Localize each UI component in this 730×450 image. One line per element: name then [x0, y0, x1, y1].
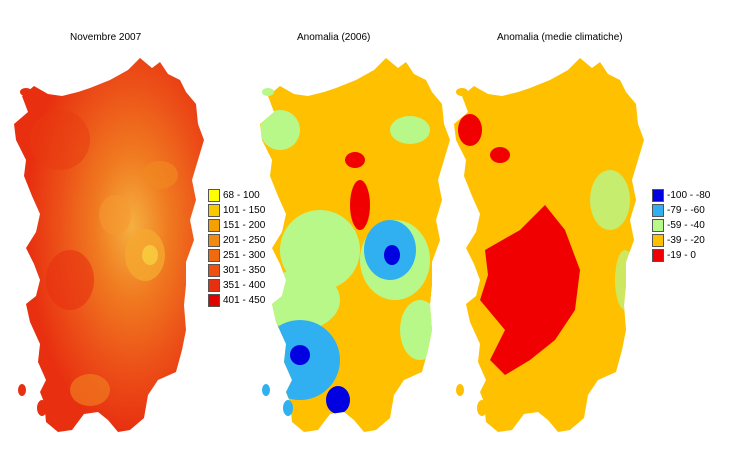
- legend-swatch: [208, 189, 220, 202]
- legend-swatch: [208, 204, 220, 217]
- legend-anomaly-climate-entry: -100 - -80: [652, 188, 710, 203]
- legend-label: 151 - 200: [223, 220, 266, 231]
- panel-title-anomaly-2006: Anomalia (2006): [297, 32, 371, 43]
- legend-label: 301 - 350: [223, 265, 266, 276]
- legend-swatch: [208, 279, 220, 292]
- legend-label: 201 - 250: [223, 235, 266, 246]
- map-anomaly-2006: [260, 58, 450, 432]
- legend-swatch: [208, 294, 220, 307]
- legend-label: -19 - 0: [667, 250, 696, 261]
- legend-label: 68 - 100: [223, 190, 260, 201]
- legend-label: -100 - -80: [667, 190, 711, 201]
- legend-label: -79 - -60: [667, 205, 705, 216]
- legend-november-2007-entry: 251 - 300: [208, 248, 265, 263]
- legend-swatch: [208, 264, 220, 277]
- legend-november-2007-entry: 68 - 100: [208, 188, 265, 203]
- legend-anomaly-climate: -100 - -80 -79 - -60 -59 - -40 -39 - -20 -19…: [652, 188, 710, 263]
- legend-label: 101 - 150: [223, 205, 266, 216]
- legend-swatch: [652, 219, 664, 232]
- map-anomaly-climate: [454, 58, 644, 432]
- legend-swatch: [208, 234, 220, 247]
- legend-label: 351 - 400: [223, 280, 266, 291]
- legend-november-2007-entry: 301 - 350: [208, 263, 265, 278]
- legend-anomaly-climate-entry: -79 - -60: [652, 203, 710, 218]
- legend-swatch: [652, 189, 664, 202]
- panel-title-november-2007: Novembre 2007: [70, 32, 142, 43]
- legend-november-2007-entry: 401 - 450: [208, 293, 265, 308]
- legend-label: 401 - 450: [223, 295, 266, 306]
- legend-november-2007-entry: 101 - 150: [208, 203, 265, 218]
- legend-anomaly-climate-entry: -19 - 0: [652, 248, 710, 263]
- legend-swatch: [208, 249, 220, 262]
- legend-label: 251 - 300: [223, 250, 266, 261]
- map-november-2007: [14, 58, 204, 432]
- legend-label: -39 - -20: [667, 235, 705, 246]
- legend-label: -59 - -40: [667, 220, 705, 231]
- legend-swatch: [652, 234, 664, 247]
- legend-swatch: [652, 249, 664, 262]
- legend-november-2007-entry: 151 - 200: [208, 218, 265, 233]
- legend-november-2007: 68 - 100 101 - 150 151 - 200 201 - 250 251 -…: [208, 188, 265, 308]
- legend-anomaly-climate-entry: -39 - -20: [652, 233, 710, 248]
- legend-swatch: [208, 219, 220, 232]
- panel-title-anomaly-climate: Anomalia (medie climatiche): [497, 32, 623, 43]
- legend-november-2007-entry: 201 - 250: [208, 233, 265, 248]
- legend-anomaly-climate-entry: -59 - -40: [652, 218, 710, 233]
- legend-swatch: [652, 204, 664, 217]
- legend-november-2007-entry: 351 - 400: [208, 278, 265, 293]
